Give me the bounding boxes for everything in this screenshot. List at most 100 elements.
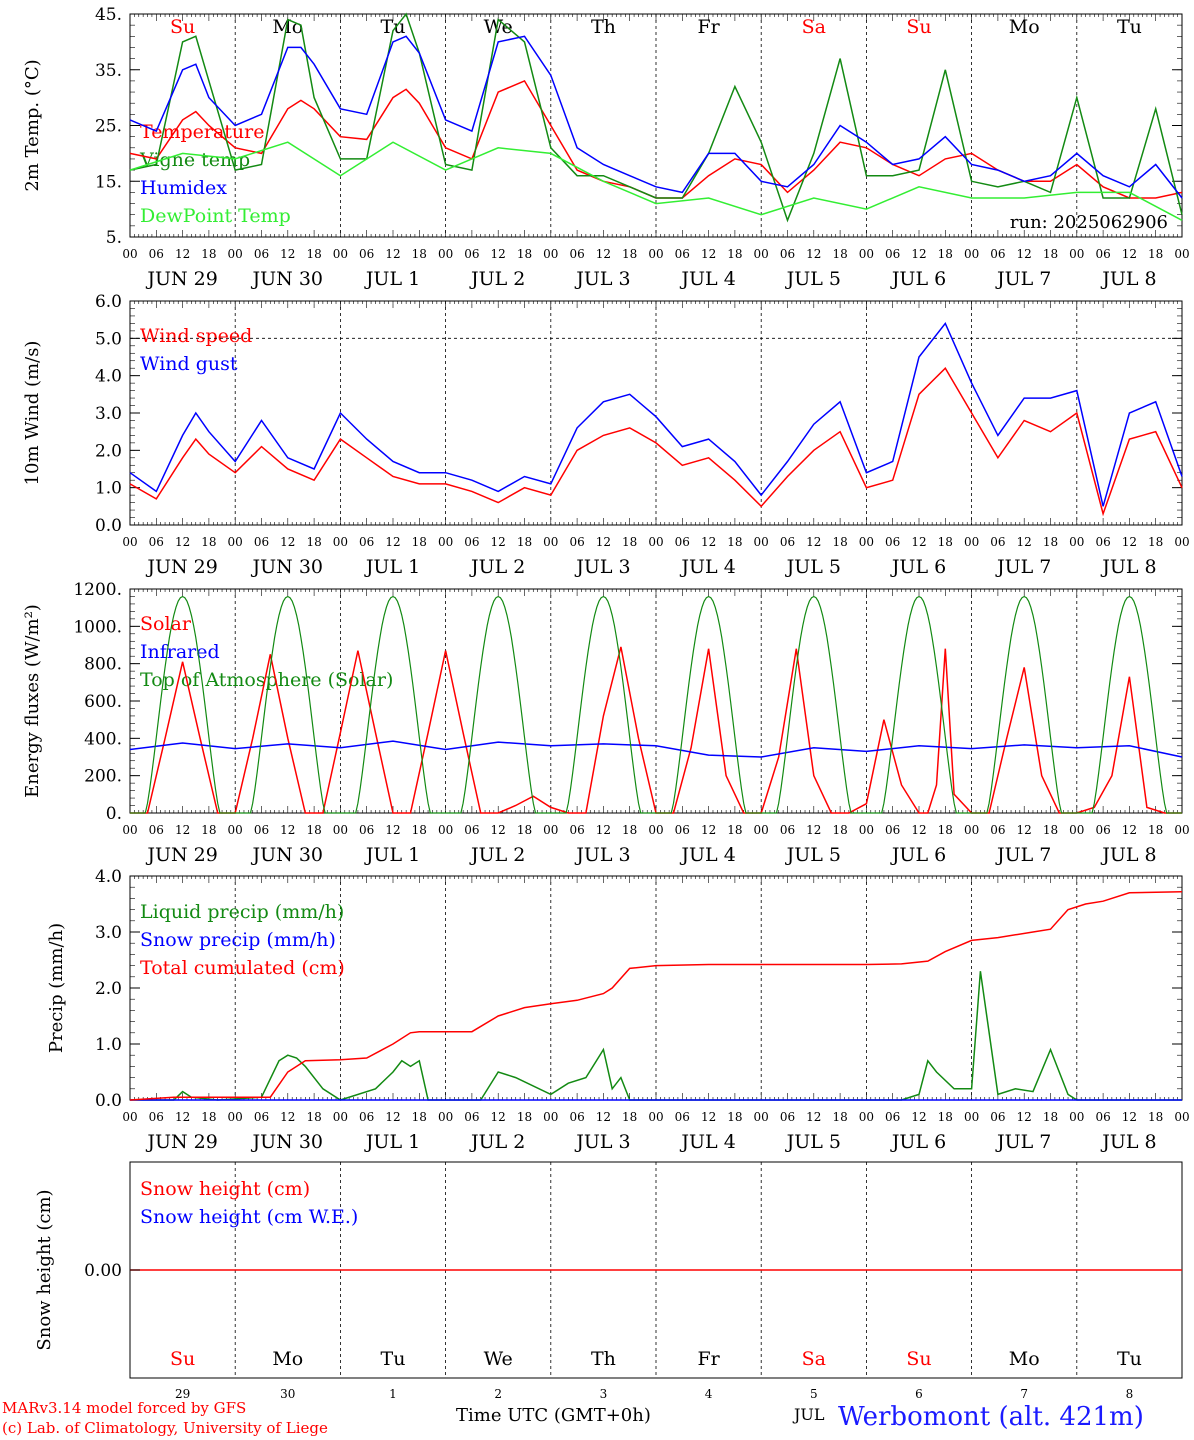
hour-tick-label: 06	[149, 535, 164, 549]
hour-tick-label: 12	[280, 535, 295, 549]
hour-tick-label: 12	[701, 535, 716, 549]
date-label: JUN 30	[251, 556, 323, 578]
hour-tick-label: 06	[254, 535, 269, 549]
hour-tick-label: 18	[201, 823, 216, 837]
hour-tick-label: 06	[359, 1110, 374, 1124]
hour-tick-label: 00	[543, 823, 558, 837]
hour-tick-label: 18	[1148, 535, 1163, 549]
y-tick-label: 35.	[95, 61, 122, 81]
hour-tick-label: 06	[1095, 247, 1110, 261]
hour-tick-label: 00	[228, 535, 243, 549]
hour-tick-label: 00	[1174, 535, 1189, 549]
hour-tick-label: 00	[333, 247, 348, 261]
hour-tick-label: 12	[911, 247, 926, 261]
hour-tick-label: 00	[122, 535, 137, 549]
hour-tick-label: 00	[333, 823, 348, 837]
hour-tick-label: 00	[438, 535, 453, 549]
date-label: JUL 2	[469, 268, 525, 290]
run-annotation: run: 2025062906	[1010, 212, 1168, 233]
hour-tick-label: 18	[201, 247, 216, 261]
hour-tick-label: 18	[727, 247, 742, 261]
station-label: Werbomont (alt. 421m)	[838, 1402, 1144, 1432]
hour-tick-label: 12	[1017, 535, 1032, 549]
hour-tick-label: 18	[832, 247, 847, 261]
hour-tick-label: 12	[596, 247, 611, 261]
date-label: JUN 30	[251, 268, 323, 290]
hour-tick-label: 06	[675, 1110, 690, 1124]
hour-tick-label: 00	[859, 535, 874, 549]
weekday-label: Mo	[1009, 1348, 1040, 1370]
hour-tick-label: 00	[228, 1110, 243, 1124]
y-tick-label: 1200.	[73, 580, 122, 600]
hour-tick-label: 00	[754, 247, 769, 261]
hour-tick-label: 00	[1069, 1110, 1084, 1124]
hour-tick-label: 18	[1043, 823, 1058, 837]
hour-tick-label: 12	[1122, 1110, 1137, 1124]
hour-tick-label: 06	[254, 1110, 269, 1124]
hour-tick-label: 18	[201, 535, 216, 549]
y-axis-title: Snow height (cm)	[34, 1189, 55, 1350]
hour-tick-label: 12	[1122, 535, 1137, 549]
hour-tick-label: 00	[122, 823, 137, 837]
weekday-label: Tu	[1117, 16, 1142, 38]
hour-tick-label: 00	[122, 247, 137, 261]
hour-tick-label: 18	[1043, 247, 1058, 261]
date-label: JUL 3	[574, 268, 630, 290]
weekday-label: Fr	[697, 1348, 720, 1370]
y-tick-label: 3.0	[95, 404, 122, 424]
date-label: JUL 3	[574, 844, 630, 866]
hour-tick-label: 18	[938, 823, 953, 837]
weekday-label: Sa	[802, 16, 826, 38]
y-tick-label: 3.0	[95, 923, 122, 943]
y-tick-label: 400.	[84, 729, 122, 749]
hour-tick-label: 00	[859, 247, 874, 261]
legend-entry: DewPoint Temp	[140, 205, 291, 227]
hour-tick-label: 18	[1043, 1110, 1058, 1124]
date-label: JUL 7	[995, 844, 1051, 866]
y-tick-label: 4.0	[95, 867, 122, 887]
hour-tick-label: 18	[517, 535, 532, 549]
weekday-label: Mo	[1009, 16, 1040, 38]
hour-tick-label: 06	[885, 247, 900, 261]
hour-tick-label: 12	[385, 1110, 400, 1124]
hour-tick-label: 18	[622, 535, 637, 549]
hour-tick-label: 18	[412, 1110, 427, 1124]
date-label: JUL 3	[574, 556, 630, 578]
legend-entry: Humidex	[140, 177, 227, 199]
hour-tick-label: 00	[859, 1110, 874, 1124]
hour-tick-label: 18	[938, 247, 953, 261]
hour-tick-label: 06	[149, 823, 164, 837]
day-number-label: 7	[1020, 1387, 1028, 1401]
hour-tick-label: 12	[596, 823, 611, 837]
hour-tick-label: 06	[149, 1110, 164, 1124]
date-label: JUL 8	[1100, 844, 1156, 866]
hour-tick-label: 06	[885, 823, 900, 837]
hour-tick-label: 18	[306, 823, 321, 837]
hour-tick-label: 12	[175, 247, 190, 261]
hour-tick-label: 06	[569, 1110, 584, 1124]
y-tick-label: 2.0	[95, 441, 122, 461]
date-label: JUL 1	[364, 556, 420, 578]
hour-tick-label: 12	[1017, 1110, 1032, 1124]
weekday-label: We	[484, 16, 513, 38]
weekday-label: Mo	[272, 1348, 303, 1370]
series-line-top-of-atmosphere	[130, 595, 1182, 814]
hour-tick-label: 06	[885, 1110, 900, 1124]
day-number-label: 4	[705, 1387, 713, 1401]
date-label: JUL 5	[785, 1131, 841, 1153]
y-tick-label: 0.00	[84, 1261, 122, 1281]
hour-tick-label: 06	[675, 823, 690, 837]
hour-tick-label: 18	[727, 823, 742, 837]
hour-tick-label: 12	[701, 1110, 716, 1124]
hour-tick-label: 12	[701, 823, 716, 837]
hour-tick-label: 12	[596, 535, 611, 549]
hour-tick-label: 12	[385, 535, 400, 549]
series-line-solar	[130, 646, 1182, 814]
hour-tick-label: 18	[622, 247, 637, 261]
date-label: JUL 5	[785, 268, 841, 290]
y-tick-label: 1.0	[95, 1035, 122, 1055]
hour-tick-label: 18	[622, 823, 637, 837]
weekday-label: We	[484, 1348, 513, 1370]
hour-tick-label: 18	[832, 535, 847, 549]
hour-tick-label: 18	[727, 1110, 742, 1124]
